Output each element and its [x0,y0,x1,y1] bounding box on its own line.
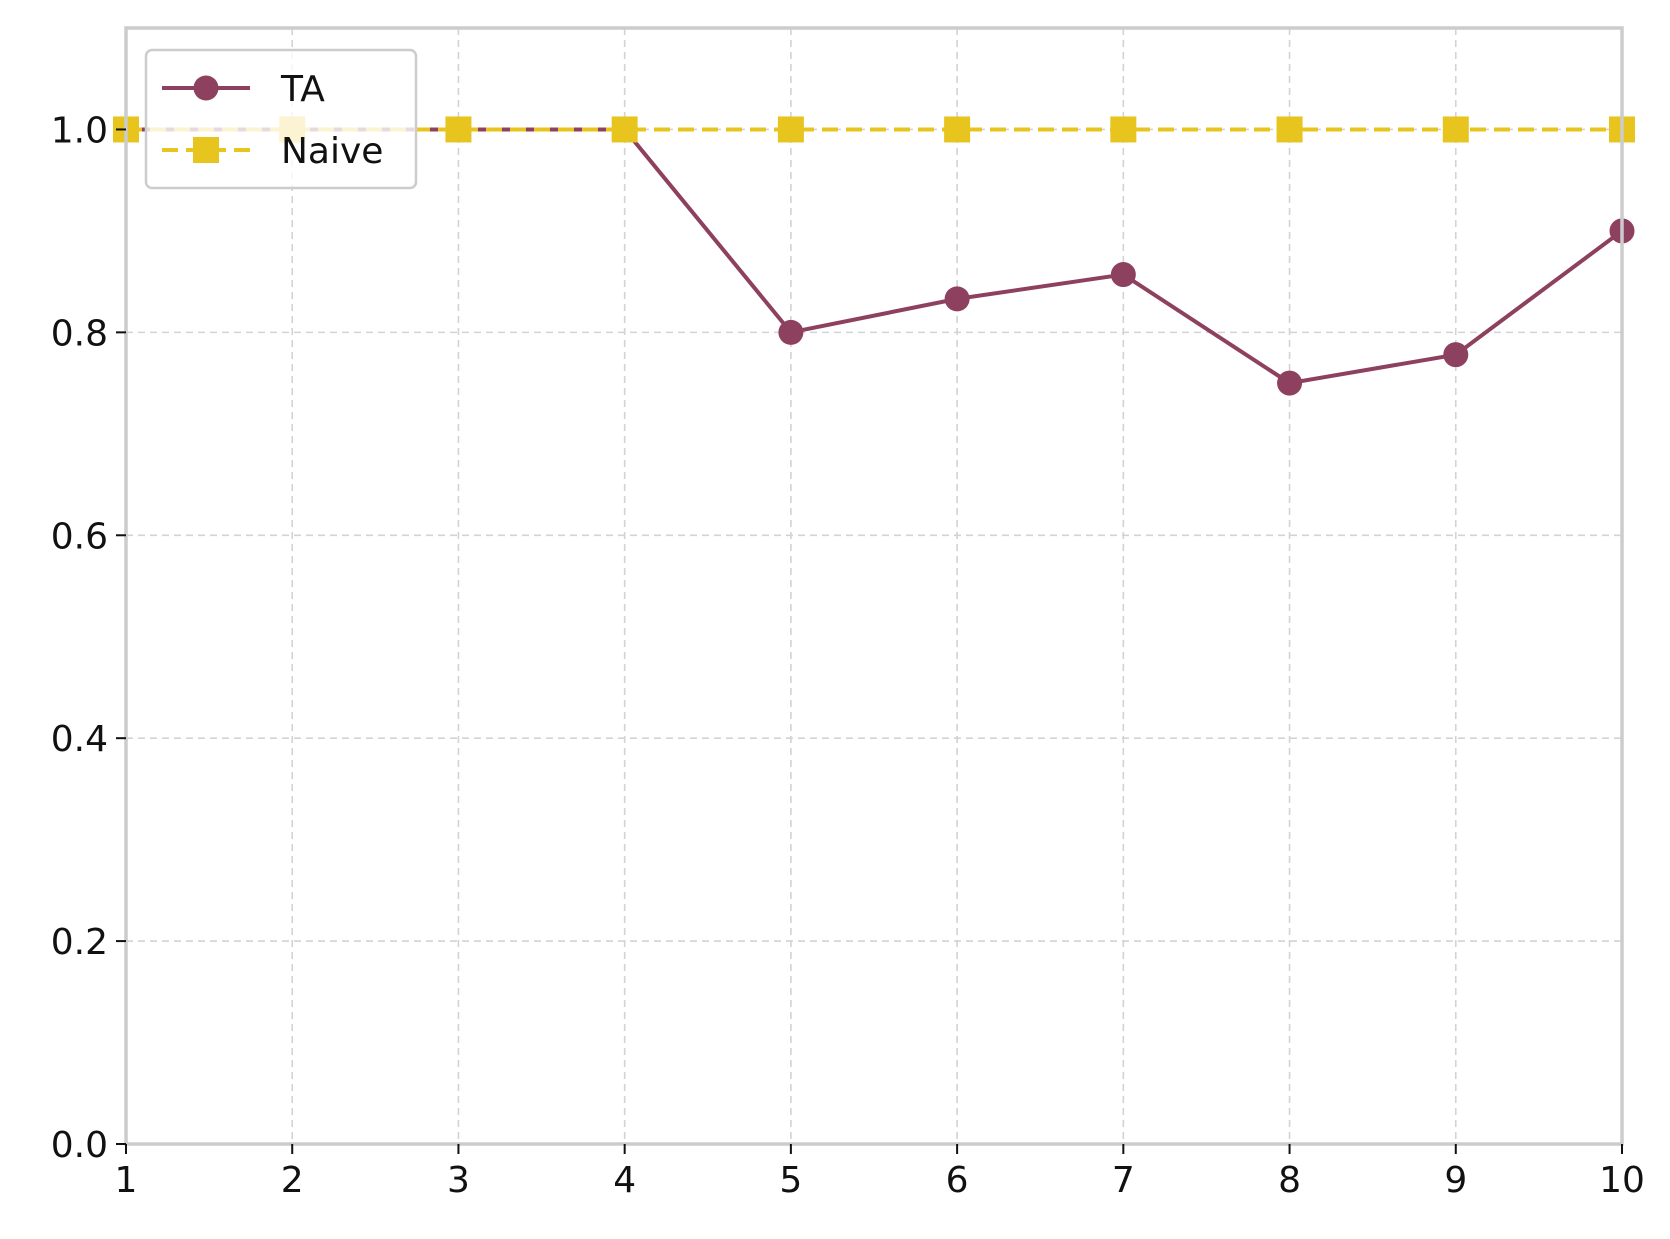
x-tick-label: 4 [613,1160,636,1201]
legend-item-naive: Naive [162,131,383,172]
y-axis: 0.0 0.2 0.4 0.6 0.8 1.0 [51,110,126,1166]
x-tick-label: 2 [281,1160,304,1201]
y-tick-label: 0.4 [51,719,108,760]
data-point [611,116,638,143]
legend-label: TA [280,69,325,110]
x-tick-label: 10 [1599,1160,1645,1201]
data-point [1276,116,1303,143]
data-point [1277,370,1303,396]
data-point [778,319,804,345]
data-point [777,116,804,143]
y-tick-label: 0.8 [51,313,108,354]
y-tick-label: 1.0 [51,110,108,151]
x-tick-label: 5 [779,1160,802,1201]
x-tick-label: 3 [447,1160,470,1201]
y-tick-label: 0.0 [51,1125,108,1166]
data-point [445,116,472,143]
data-point [944,116,971,143]
x-tick-label: 9 [1444,1160,1467,1201]
x-tick-label: 7 [1112,1160,1135,1201]
legend-marker [193,137,219,163]
legend-marker [193,75,219,101]
x-tick-label: 6 [946,1160,969,1201]
x-tick-label: 8 [1278,1160,1301,1201]
y-tick-label: 0.6 [51,516,108,557]
data-point [944,286,970,312]
x-tick-label: 1 [115,1160,138,1201]
data-point [1110,116,1137,143]
legend-label: Naive [281,131,383,172]
data-point [1442,116,1469,143]
legend-item-ta: TA [162,69,325,110]
y-tick-label: 0.2 [51,922,108,963]
data-point [1110,262,1136,288]
data-point [1443,342,1469,368]
legend: TA Naive [144,48,418,190]
x-axis: 1 2 3 4 5 6 7 8 9 10 [115,1144,1645,1201]
plot-frame [124,26,1624,1146]
